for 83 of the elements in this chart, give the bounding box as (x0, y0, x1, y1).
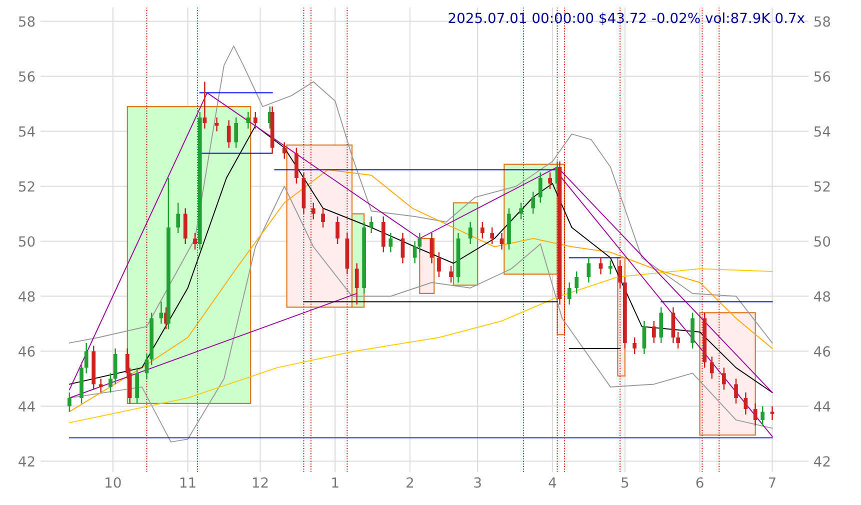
candlestick (68, 392, 72, 412)
y2-tick-label: 44 (814, 401, 830, 412)
candlestick (531, 191, 536, 214)
candlestick (480, 221, 484, 240)
y-tick-label: 52 (19, 181, 34, 192)
candlestick (770, 406, 774, 421)
candlestick (598, 257, 603, 275)
candlestick (108, 372, 112, 394)
candlestick (98, 378, 103, 394)
y-tick-label: 44 (18, 401, 35, 412)
candlestick (202, 81, 207, 130)
line-series (68, 169, 773, 412)
y2-tick-label: 42 (814, 456, 830, 466)
x-tick-label: 1 (332, 477, 338, 488)
candlestick (548, 172, 552, 190)
y-tick-label: 54 (19, 126, 35, 137)
candlestick (246, 111, 250, 130)
y-tick-label: 56 (19, 71, 35, 82)
candlestick (734, 378, 738, 404)
candlestick (354, 262, 359, 306)
y2-tick-label: 50 (814, 236, 830, 247)
candlestick (642, 320, 646, 355)
candlestick (234, 116, 238, 148)
candlestick (193, 232, 197, 250)
candlestick (311, 202, 316, 220)
candlestick (676, 331, 680, 350)
candlestick (437, 252, 441, 278)
candlestick (608, 260, 612, 275)
candlestick (388, 232, 393, 253)
y2-tick-label: 54 (814, 126, 830, 137)
candlestick (336, 216, 340, 245)
x-tick-label: 6 (696, 477, 704, 488)
candlestick (226, 120, 231, 148)
x-tick-label: 2 (406, 477, 414, 488)
candlestick (586, 257, 591, 284)
x-tick-label: 11 (180, 477, 196, 488)
candlestick (574, 270, 579, 294)
y-tick-label: 50 (19, 236, 35, 247)
candlestick (449, 265, 453, 284)
line-series (68, 46, 773, 344)
x-tick-label: 4 (548, 477, 556, 488)
x-tick-label: 5 (622, 477, 628, 488)
candlestick (710, 356, 714, 380)
candlestick (618, 260, 622, 289)
candlestick (652, 320, 656, 344)
candlestick (519, 202, 524, 220)
chart-title: 2025.07.01 00:00:00 $43.72 -0.02% vol:87.9K 0.7x (448, 12, 805, 26)
x-tick-label: 3 (474, 477, 481, 488)
y2-tick-label: 52 (814, 181, 830, 192)
candlestick (632, 336, 637, 355)
x-tick-label: 7 (768, 477, 776, 488)
candlestick (176, 202, 180, 234)
y-tick-label: 46 (18, 346, 35, 357)
candlestick (418, 232, 422, 253)
y2-tick-label: 48 (814, 291, 830, 302)
candlestick (159, 301, 164, 324)
candlestick (753, 402, 758, 426)
y-tick-label: 42 (18, 456, 34, 466)
y-tick-label: 58 (19, 16, 35, 27)
y2-tick-label: 58 (814, 16, 830, 27)
x-tick-label: 12 (252, 477, 268, 488)
y2-tick-label: 46 (814, 346, 830, 357)
candlestick (282, 142, 286, 160)
candlestick (760, 406, 765, 426)
candlestick (722, 367, 726, 390)
candlestick (538, 172, 542, 204)
candlestick (400, 232, 405, 264)
candlestick (744, 392, 748, 416)
candlestick (412, 240, 417, 264)
candlestick (84, 342, 88, 374)
candlestick (490, 226, 494, 245)
candlestick (567, 282, 572, 306)
candlestick (369, 216, 374, 234)
y2-tick-label: 56 (814, 71, 830, 82)
candlestick (430, 232, 434, 264)
y-tick-label: 48 (18, 291, 35, 302)
line-series (68, 186, 773, 442)
candlestick (214, 116, 219, 132)
candlestick (253, 111, 258, 130)
candlestick (321, 208, 325, 228)
x-tick-label: 10 (106, 477, 121, 488)
candlestick (500, 232, 504, 250)
candlestick (468, 221, 472, 245)
